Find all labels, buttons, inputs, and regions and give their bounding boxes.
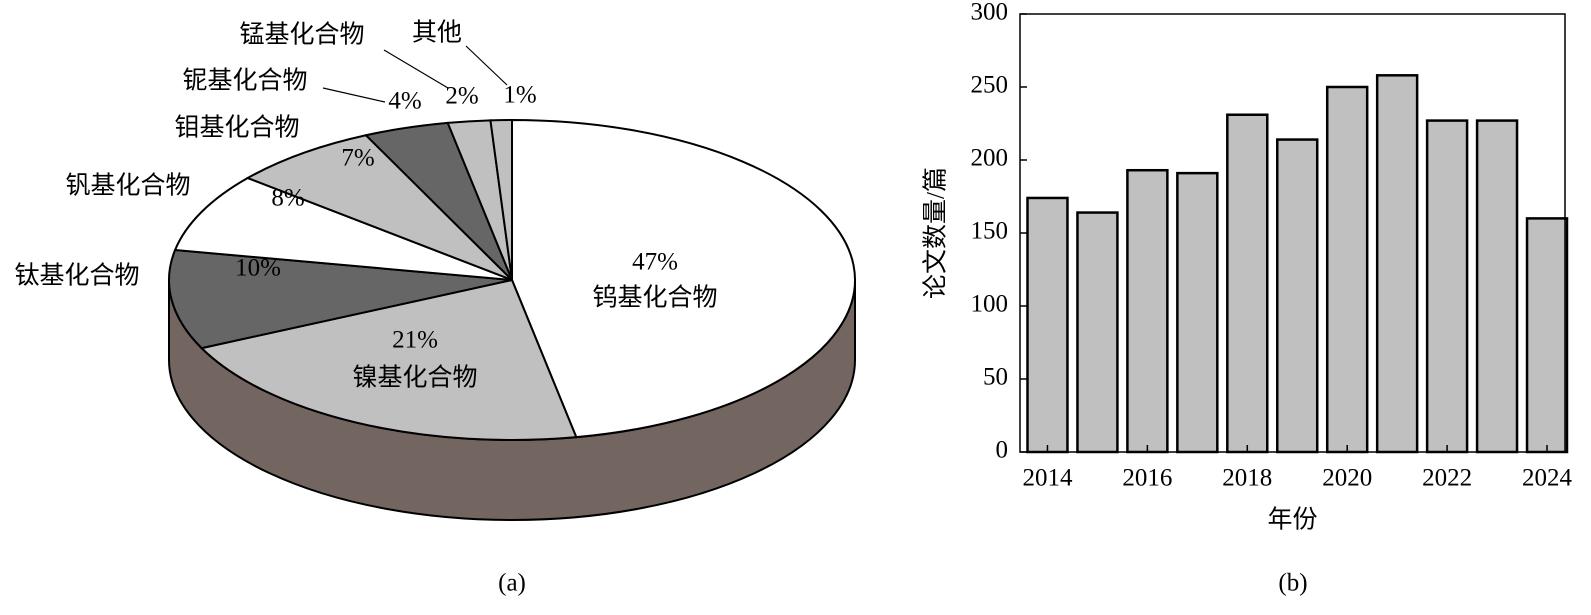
slice-label: 钨基化合物 xyxy=(592,284,717,312)
leader-line xyxy=(465,45,508,86)
y-tick-label: 250 xyxy=(971,72,1009,99)
value-label: 7% xyxy=(341,145,374,172)
pie-slice xyxy=(245,134,513,281)
y-tick-label: 100 xyxy=(971,291,1009,318)
leader-line xyxy=(383,49,449,89)
x-tick-label: 2016 xyxy=(1122,465,1172,492)
value-label: 21% xyxy=(392,327,438,354)
slice-label: 钛基化合物 xyxy=(14,262,139,290)
y-tick-label: 300 xyxy=(971,0,1009,26)
bar xyxy=(1076,211,1119,454)
leader-line xyxy=(322,87,386,103)
y-tick-label: 150 xyxy=(971,218,1009,245)
slice-label: 其他 xyxy=(412,19,462,47)
pie-slice xyxy=(168,248,513,350)
x-tick-label: 2022 xyxy=(1422,465,1472,492)
bar xyxy=(1375,74,1419,454)
bar xyxy=(1226,113,1269,454)
pie-slice xyxy=(489,118,513,281)
x-tick-label: 2020 xyxy=(1322,465,1372,492)
slice-label: 镍基化合物 xyxy=(352,364,477,392)
y-tick-label: 200 xyxy=(971,145,1009,172)
slice-label: 钒基化合物 xyxy=(65,172,190,200)
caption: (a) xyxy=(498,570,526,597)
value-label: 47% xyxy=(632,249,678,276)
value-label: 10% xyxy=(235,255,281,282)
bar xyxy=(1475,119,1519,454)
slice-label: 铌基化合物 xyxy=(182,67,307,95)
value-label: 8% xyxy=(271,185,304,212)
bar xyxy=(1325,85,1369,454)
x-tick-label: 2018 xyxy=(1222,465,1272,492)
pie-slice xyxy=(173,176,513,281)
slice-label: 钼基化合物 xyxy=(174,114,299,142)
bar xyxy=(1176,171,1219,454)
x-tick-label: 2014 xyxy=(1022,465,1073,492)
bar xyxy=(1026,196,1069,454)
value-label: 1% xyxy=(503,82,536,109)
slice-label: 锰基化合物 xyxy=(239,21,364,49)
caption: (b) xyxy=(1278,570,1307,597)
pie-slice xyxy=(199,278,578,441)
value-label: 2% xyxy=(445,83,478,110)
bar xyxy=(1276,138,1319,454)
pie-slice xyxy=(511,118,856,439)
bar xyxy=(1525,217,1569,454)
y-axis-label: 论文数量/篇 xyxy=(922,167,950,299)
y-tick-label: 0 xyxy=(996,437,1009,464)
x-tick-label: 2024 xyxy=(1522,465,1573,492)
bar xyxy=(1126,168,1169,454)
x-axis-label: 年份 xyxy=(1267,506,1317,534)
bar xyxy=(1425,119,1469,454)
value-label: 4% xyxy=(388,88,421,115)
y-tick-label: 50 xyxy=(983,364,1008,391)
